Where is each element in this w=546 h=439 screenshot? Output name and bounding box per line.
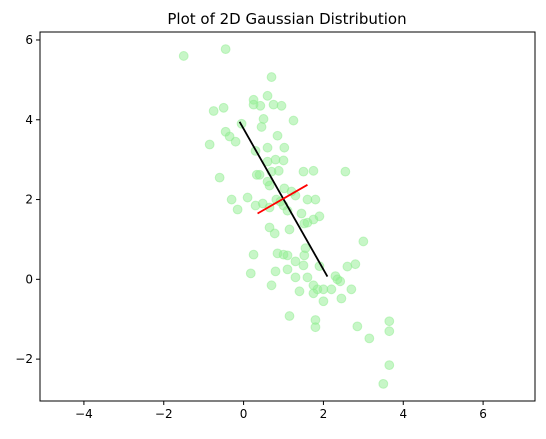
- scatter-point: [278, 249, 289, 260]
- scatter-point: [364, 333, 375, 344]
- x-tick-label: 4: [399, 407, 407, 421]
- lines-layer: [238, 121, 329, 277]
- scatter-point: [278, 155, 289, 166]
- scatter-point: [232, 204, 243, 215]
- scatter-point: [384, 326, 395, 337]
- scatter-point: [254, 169, 265, 180]
- scatter-point: [284, 311, 295, 321]
- scatter-point: [264, 180, 275, 191]
- axes-layer: −4 −2 0 2 4 6 −2 0 2 4 6: [15, 31, 536, 421]
- scatter-point: [258, 114, 269, 124]
- scatter-point: [332, 274, 343, 285]
- plot-frame: [39, 31, 536, 402]
- scatter-point: [294, 286, 305, 297]
- scatter-point: [358, 236, 369, 247]
- scatter-point: [178, 51, 189, 61]
- scatter-point: [340, 166, 351, 177]
- scatter-point: [378, 378, 389, 389]
- minor-axis-line: [257, 184, 308, 215]
- x-tick-label: −2: [155, 407, 173, 421]
- scatter-point: [318, 284, 329, 295]
- scatter-point: [220, 44, 231, 55]
- scatter-point: [346, 284, 357, 295]
- y-tick-label: 6: [25, 33, 33, 47]
- scatter-point: [248, 99, 259, 110]
- scatter-point: [296, 208, 307, 219]
- scatter-point: [310, 194, 321, 205]
- scatter-point: [248, 249, 259, 260]
- scatter-point: [308, 288, 319, 299]
- scatter-point: [226, 194, 237, 205]
- scatter-point: [272, 130, 283, 141]
- scatter-point: [288, 115, 299, 126]
- scatter-point: [282, 264, 293, 275]
- scatter-point: [336, 293, 347, 304]
- scatter-point: [262, 90, 273, 101]
- y-tick-label: 2: [25, 193, 33, 207]
- scatter-point: [276, 100, 287, 111]
- scatter-point: [299, 250, 310, 261]
- scatter-point: [298, 260, 309, 271]
- scatter-point: [384, 360, 395, 371]
- scatter-point: [262, 142, 273, 153]
- scatter-point: [308, 165, 319, 176]
- scatter-point: [256, 122, 267, 132]
- scatter-point: [302, 194, 313, 205]
- scatter-point: [326, 284, 337, 295]
- scatter-point: [242, 192, 253, 203]
- scatter-point: [350, 259, 361, 270]
- scatter-point: [318, 296, 329, 307]
- scatter-point: [204, 139, 215, 150]
- scatter-point: [310, 322, 321, 333]
- x-tick-label: 6: [479, 407, 487, 421]
- chart-title: Plot of 2D Gaussian Distribution: [167, 10, 406, 28]
- x-tick-label: 0: [240, 407, 248, 421]
- scatter-point: [245, 268, 256, 279]
- scatter-point: [230, 136, 241, 147]
- scatter-point: [290, 256, 301, 267]
- scatter-point: [290, 272, 301, 283]
- scatter-point: [298, 166, 309, 177]
- scatter-point: [302, 272, 313, 283]
- scatter-point: [314, 211, 325, 222]
- scatter-point: [384, 316, 395, 327]
- scatter-point: [266, 280, 277, 291]
- scatter-point: [279, 142, 290, 153]
- x-tick-label: −4: [75, 407, 93, 421]
- scatter-point: [266, 72, 277, 82]
- scatter-point: [218, 102, 229, 113]
- points-layer: [178, 44, 395, 389]
- scatter-point: [214, 172, 225, 183]
- scatter-point: [250, 200, 261, 211]
- scatter-point: [270, 266, 281, 277]
- y-tick-label: −2: [15, 352, 33, 366]
- x-tick-label: 2: [320, 407, 328, 421]
- scatter-point: [352, 321, 363, 332]
- scatter-point: [299, 218, 310, 229]
- scatter-point: [342, 261, 353, 272]
- y-tick-label: 4: [25, 113, 33, 127]
- scatter-point: [268, 99, 279, 110]
- scatter-point: [270, 154, 281, 165]
- scatter-point: [284, 224, 295, 235]
- y-tick-label: 0: [25, 272, 33, 286]
- scatter-point: [269, 228, 280, 239]
- scatter-point: [208, 106, 219, 116]
